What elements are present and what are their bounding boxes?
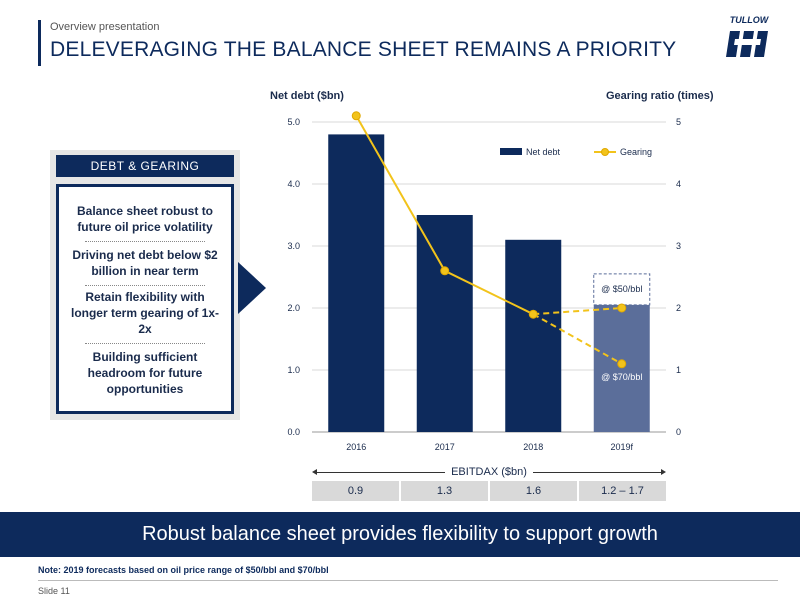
panel-divider (85, 285, 205, 286)
y-tick-label: 2.0 (287, 303, 300, 313)
gearing-forecast-line (533, 307, 622, 316)
gearing-point (528, 309, 538, 319)
y2-tick-label: 1 (676, 365, 681, 375)
ebitdax-label: EBITDAX ($bn) (312, 466, 666, 478)
panel-divider (85, 343, 205, 344)
gearing-point (440, 266, 450, 276)
y2-tick-label: 2 (676, 303, 681, 313)
footer-rule (38, 580, 778, 581)
slide-title: DELEVERAGING THE BALANCE SHEET REMAINS A… (50, 38, 677, 61)
bar-net-debt (593, 304, 650, 432)
ebitdax-cell: 0.9 (312, 481, 399, 501)
legend-swatch-net-debt (500, 148, 522, 155)
panel-points-box: Balance sheet robust to future oil price… (56, 184, 234, 414)
ebitdax-cell: 1.2 – 1.7 (579, 481, 666, 501)
x-tick-label: 2018 (523, 442, 543, 452)
y2-tick-label: 5 (676, 117, 681, 127)
gearing-forecast-line (532, 313, 623, 365)
footnote: Note: 2019 forecasts based on oil price … (38, 565, 329, 575)
panel-divider (85, 241, 205, 242)
y-tick-label: 0.0 (287, 427, 300, 437)
gearing-point (351, 111, 361, 121)
x-tick-label: 2019f (610, 442, 633, 452)
ebitdax-cell: 1.3 (401, 481, 488, 501)
y-axis-left-label: Net debt ($bn) (270, 90, 344, 102)
logo-mark-icon (726, 31, 768, 57)
slide-number: Slide 11 (38, 586, 70, 596)
panel-point: Balance sheet robust to future oil price… (76, 204, 214, 234)
y-tick-label: 4.0 (287, 179, 300, 189)
ebitdax-arrow-left (312, 469, 317, 475)
y-tick-label: 1.0 (287, 365, 300, 375)
y2-tick-label: 0 (676, 427, 681, 437)
scenario-label: @ $70/bbl (601, 372, 642, 382)
ebitdax-label-text: EBITDAX ($bn) (445, 466, 533, 478)
panel-point: Driving net debt below $2 billion in nea… (72, 248, 218, 278)
gearing-forecast-point (617, 303, 627, 313)
legend-label: Gearing (620, 147, 652, 157)
panel-point: Building sufficient headroom for future … (87, 350, 203, 396)
debt-gearing-panel: DEBT & GEARING Balance sheet robust to f… (50, 150, 240, 420)
title-accent-bar (38, 20, 41, 66)
bar-net-debt (328, 134, 385, 432)
y2-tick-label: 3 (676, 241, 681, 251)
company-logo: TULLOW (724, 15, 774, 63)
y-axis-right-label: Gearing ratio (times) (606, 90, 714, 102)
logo-wordmark: TULLOW (729, 15, 769, 25)
x-tick-label: 2016 (346, 442, 366, 452)
panel-point: Retain flexibility with longer term gear… (70, 290, 220, 336)
y-tick-label: 5.0 (287, 117, 300, 127)
y-tick-label: 3.0 (287, 241, 300, 251)
legend-label: Net debt (526, 147, 561, 157)
bar-net-debt (505, 239, 562, 432)
ebitdax-cell: 1.6 (490, 481, 577, 501)
gearing-forecast-point (617, 359, 627, 369)
summary-banner: Robust balance sheet provides flexibilit… (0, 512, 800, 557)
scenario-label: @ $50/bbl (601, 284, 642, 294)
bar-net-debt (416, 215, 473, 432)
section-kicker: Overview presentation (50, 21, 160, 33)
panel-pointer-arrow (238, 262, 266, 314)
panel-heading: DEBT & GEARING (56, 155, 234, 177)
legend-marker-gearing (601, 148, 609, 156)
ebitdax-row: 0.9 1.3 1.6 1.2 – 1.7 (312, 481, 666, 501)
x-tick-label: 2017 (435, 442, 455, 452)
y2-tick-label: 4 (676, 179, 681, 189)
ebitdax-arrow-right (661, 469, 666, 475)
